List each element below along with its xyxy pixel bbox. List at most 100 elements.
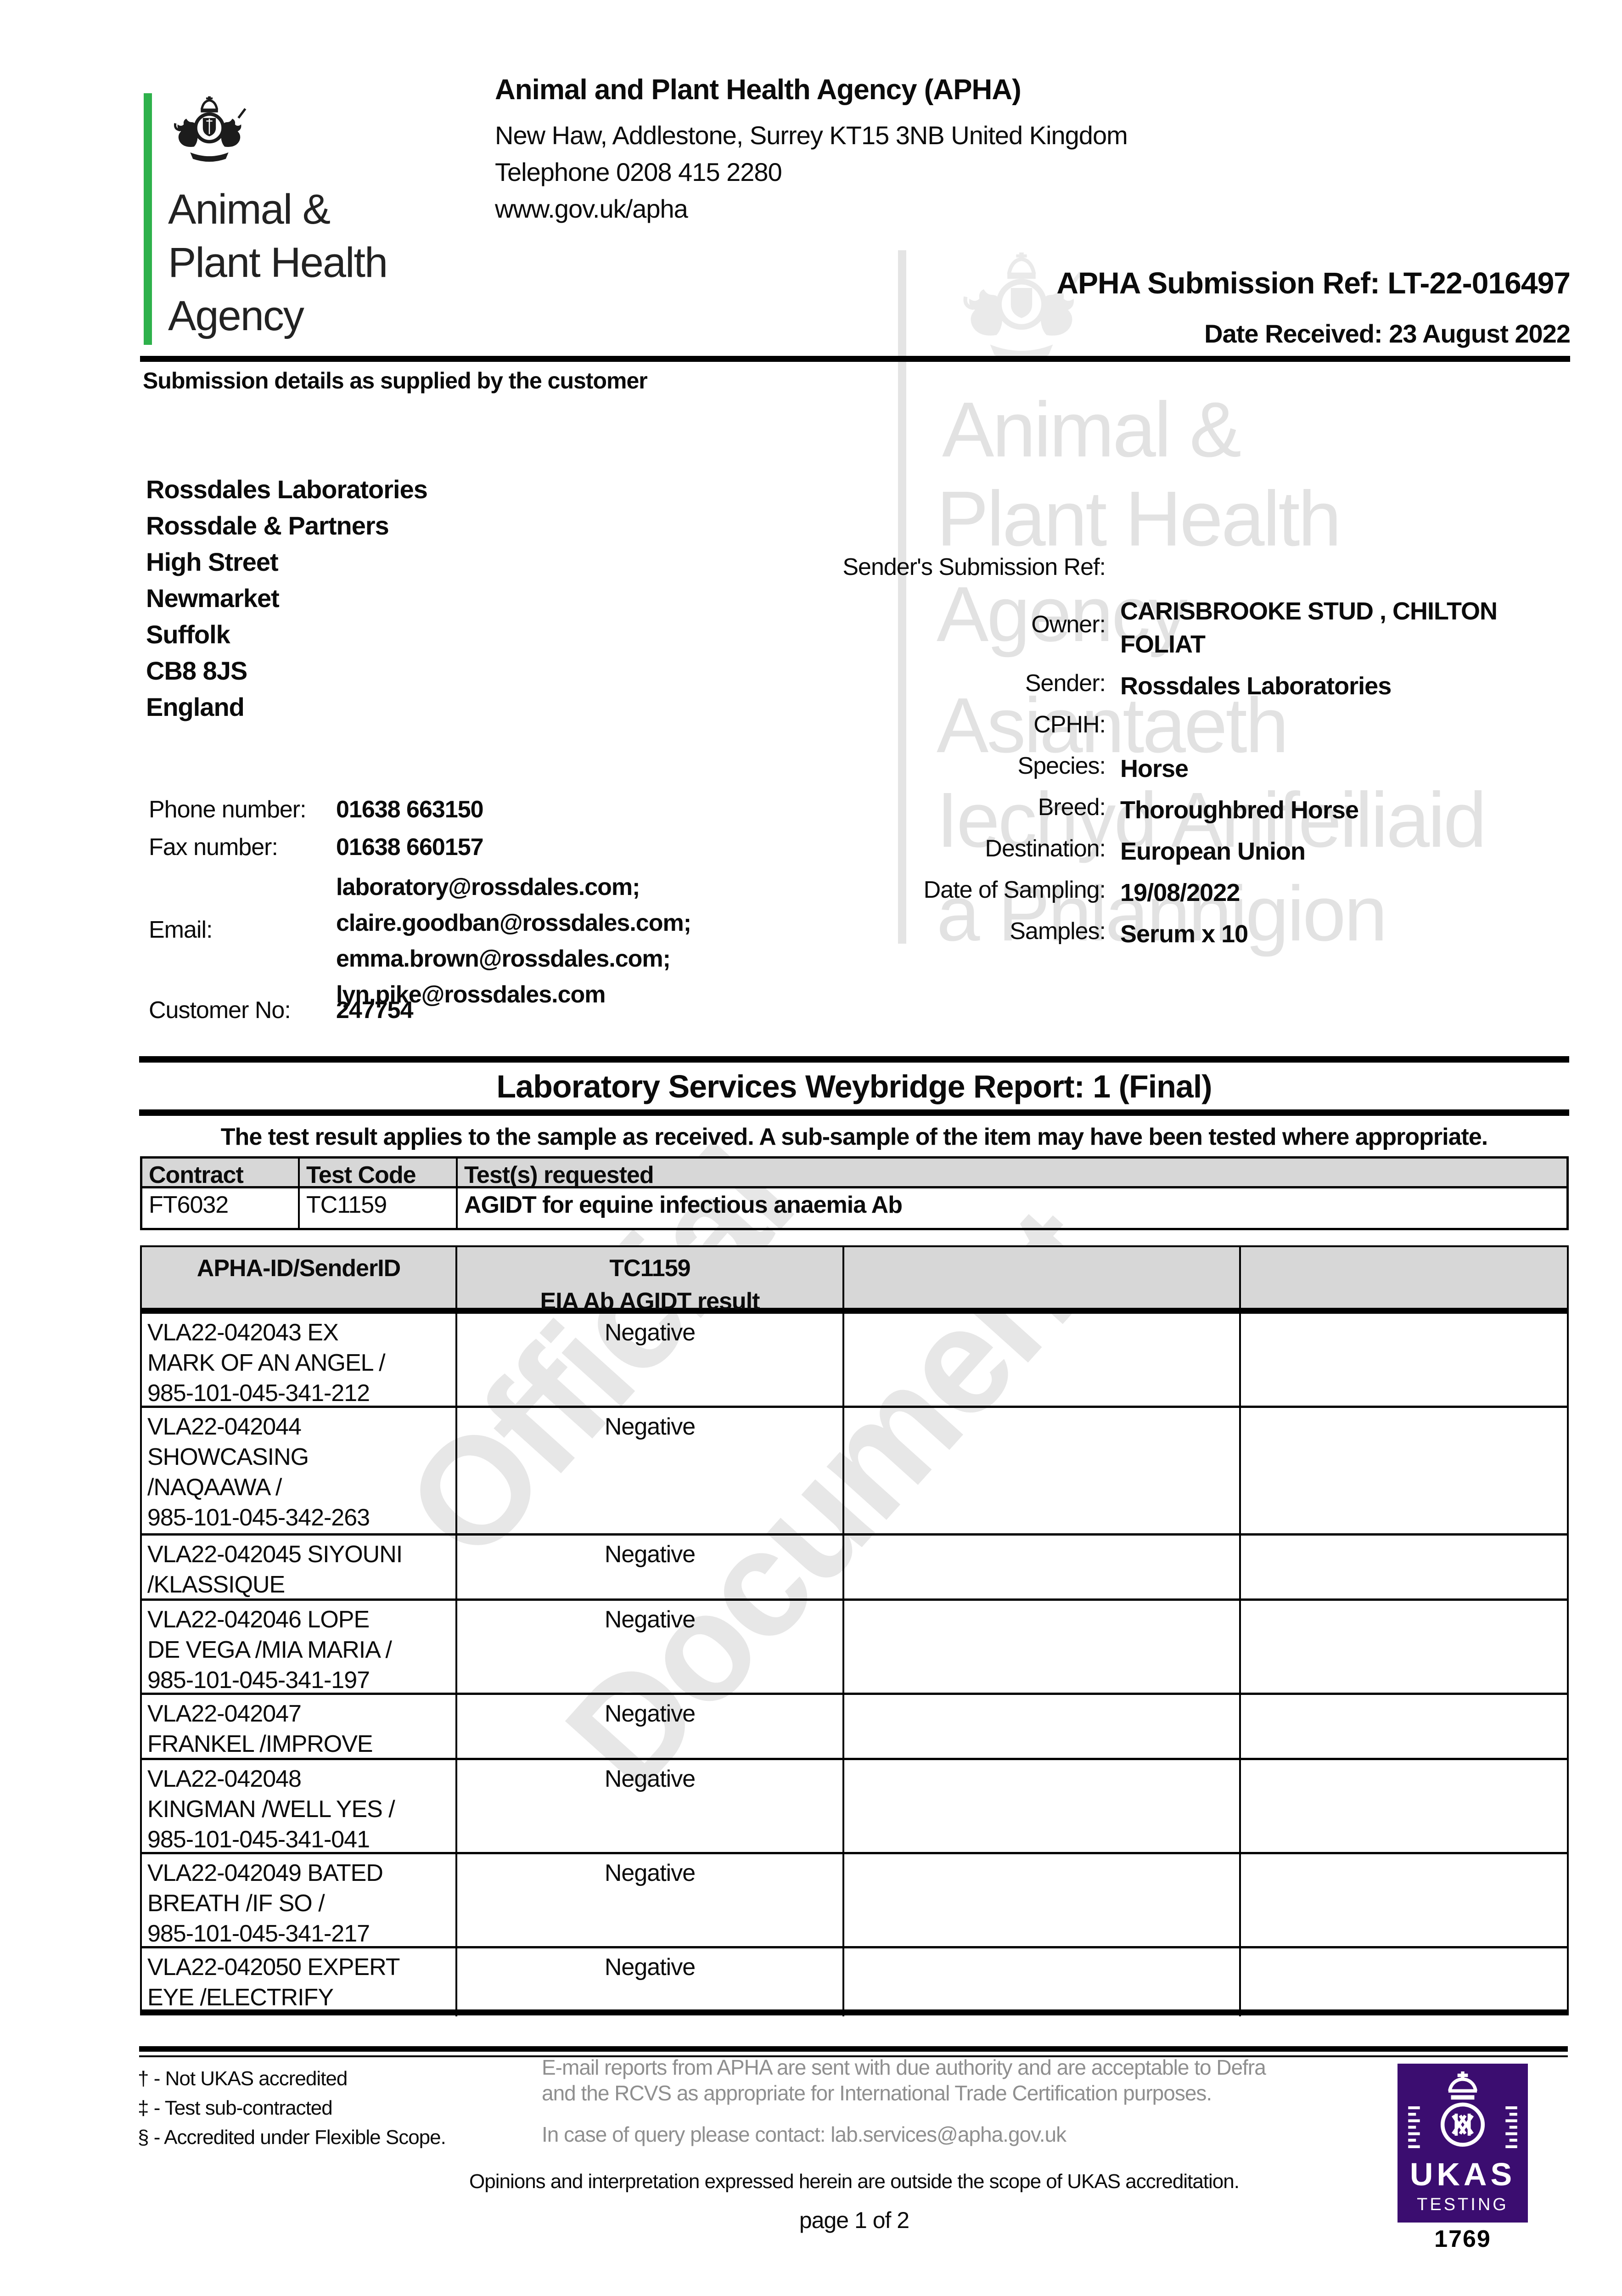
ukas-logo-box: UKAS TESTING: [1398, 2064, 1528, 2223]
destination-value: European Union: [1120, 838, 1306, 865]
result-cell: Negative: [455, 1695, 842, 1763]
table-row: VLA22-042045 SIYOUNI /KLASSIQUE Negative: [142, 1533, 1567, 1604]
ukas-crown-mark-icon: [1408, 2071, 1517, 2149]
apha-id-cell: VLA22-042046 LOPE DE VEGA /MIA MARIA / 9…: [147, 1606, 392, 1694]
empty-cell: [842, 1948, 1239, 2016]
agency-logo-line: Animal &: [168, 186, 331, 233]
sampling-date-value: 19/08/2022: [1120, 879, 1240, 906]
apha-id-cell: VLA22-042043 EX MARK OF AN ANGEL / 985-1…: [147, 1319, 386, 1407]
owner-label: Owner:: [1031, 611, 1106, 638]
result-cell: Negative: [455, 1948, 842, 2016]
empty-cell: [842, 1854, 1239, 1953]
ukas-type: TESTING: [1417, 2195, 1509, 2214]
tests-requested-col-header: Test(s) requested: [456, 1159, 1566, 1192]
table-row: VLA22-042050 EXPERT EYE /ELECTRIFY Negat…: [142, 1946, 1567, 2016]
watermark-text: a Phlanhigion: [937, 870, 1387, 957]
watermark-text: Agency: [937, 571, 1188, 658]
contract-value-row: FT6032 TC1159 AGIDT for equine infectiou…: [142, 1188, 1566, 1228]
sampling-date-label: Date of Sampling:: [923, 877, 1106, 903]
tc1159-col-header: TC1159 EIA Ab AGIDT result: [455, 1247, 842, 1322]
watermark-logo-bar: [898, 250, 906, 944]
apha-id-cell: VLA22-042045 SIYOUNI /KLASSIQUE: [147, 1541, 403, 1598]
royal-coat-of-arms-icon: [174, 96, 247, 162]
empty-col-header: [1239, 1247, 1567, 1322]
table-row: VLA22-042046 LOPE DE VEGA /MIA MARIA / 9…: [142, 1598, 1567, 1699]
apha-id-cell: VLA22-042048 KINGMAN /WELL YES / 985-101…: [147, 1766, 395, 1853]
footer-email-note: E-mail reports from APHA are sent with d…: [542, 2055, 1266, 2105]
empty-cell: [842, 1536, 1239, 1604]
date-received: Date Received: 23 August 2022: [1204, 319, 1571, 348]
empty-cell: [1239, 1601, 1567, 1699]
table-row: VLA22-042044 SHOWCASING /NAQAAWA / 985-1…: [142, 1406, 1567, 1536]
contract-value: FT6032: [149, 1192, 229, 1218]
results-header-row: APHA-ID/SenderID TC1159 EIA Ab AGIDT res…: [142, 1247, 1567, 1322]
fax-label: Fax number:: [149, 834, 278, 861]
submission-ref-block: APHA Submission Ref: LT-22-016497 Date R…: [1056, 265, 1571, 349]
footer-email-note-block: E-mail reports from APHA are sent with d…: [542, 2054, 1285, 2147]
sender-value: Rossdales Laboratories: [1120, 672, 1392, 700]
email-value: laboratory@rossdales.com; claire.goodban…: [336, 874, 691, 1008]
result-cell: Negative: [455, 1760, 842, 1858]
empty-cell: [1239, 1536, 1567, 1604]
submission-details-heading: Submission details as supplied by the cu…: [143, 368, 648, 394]
header-divider: [140, 356, 1570, 362]
test-code-value: TC1159: [298, 1188, 456, 1228]
footer-opinions-note: Opinions and interpretation expressed he…: [469, 2170, 1240, 2193]
footer-divider: [139, 2046, 1568, 2057]
fax-value: 01638 660157: [336, 834, 484, 861]
footnote-ukas: † - Not UKAS accredited: [138, 2067, 348, 2090]
customer-no-label: Customer No:: [149, 997, 291, 1024]
phone-value: 01638 663150: [336, 796, 484, 823]
empty-cell: [842, 1314, 1239, 1412]
footer-query-note: In case of query please contact: lab.ser…: [542, 2122, 1066, 2146]
empty-cell: [1239, 1695, 1567, 1763]
report-title: Laboratory Services Weybridge Report: 1 …: [496, 1069, 1212, 1104]
apha-submission-ref: APHA Submission Ref: LT-22-016497: [1056, 266, 1571, 300]
empty-cell: [842, 1760, 1239, 1858]
agency-address: New Haw, Addlestone, Surrey KT15 3NB Uni…: [495, 121, 1128, 150]
report-note: The test result applies to the sample as…: [220, 1124, 1488, 1150]
test-code-col-header: Test Code: [298, 1159, 456, 1192]
customer-no-value: 247754: [336, 997, 414, 1024]
empty-cell: [842, 1601, 1239, 1699]
empty-cell: [1239, 1760, 1567, 1858]
agency-telephone: Telephone 0208 415 2280: [495, 158, 782, 186]
footnote-subcontracted: ‡ - Test sub-contracted: [138, 2097, 333, 2119]
table-row: VLA22-042048 KINGMAN /WELL YES / 985-101…: [142, 1758, 1567, 1858]
empty-cell: [1239, 1854, 1567, 1953]
email-label: Email:: [149, 917, 213, 943]
agency-logo-line: Agency: [168, 293, 304, 339]
samples-label: Samples:: [1010, 918, 1106, 945]
apha-id-cell: VLA22-042044 SHOWCASING /NAQAAWA / 985-1…: [147, 1413, 370, 1531]
destination-label: Destination:: [985, 835, 1106, 862]
empty-col-header: [842, 1247, 1239, 1322]
watermark-text: Iechyd Anifeiliaid: [937, 777, 1487, 864]
sender-label: Sender:: [1025, 670, 1106, 697]
tests-requested-value: AGIDT for equine infectious anaemia Ab: [456, 1188, 1566, 1228]
samples-value: Serum x 10: [1120, 920, 1248, 948]
result-cell: Negative: [455, 1536, 842, 1604]
watermark-text: Animal &: [942, 386, 1241, 473]
apha-id-cell: VLA22-042047 FRANKEL /IMPROVE: [147, 1700, 373, 1757]
owner-value: CARISBROOKE STUD , CHILTON FOLIAT: [1120, 597, 1498, 658]
page-number: page 1 of 2: [799, 2207, 909, 2233]
result-cell: Negative: [455, 1408, 842, 1536]
empty-cell: [1239, 1948, 1567, 2016]
result-cell: Negative: [455, 1601, 842, 1699]
ukas-name: UKAS: [1409, 2156, 1516, 2192]
species-value: Horse: [1120, 755, 1189, 782]
empty-cell: [842, 1408, 1239, 1536]
empty-cell: [1239, 1408, 1567, 1536]
apha-id-cell: VLA22-042050 EXPERT EYE /ELECTRIFY: [147, 1954, 400, 2011]
sender-ref-label: Sender's Submission Ref:: [842, 554, 1106, 580]
cphh-label: CPHH:: [1033, 711, 1106, 738]
apha-id-cell: VLA22-042049 BATED BREATH /IF SO / 985-1…: [147, 1860, 383, 1947]
table-row: VLA22-042043 EX MARK OF AN ANGEL / 985-1…: [142, 1311, 1567, 1412]
table-row: VLA22-042049 BATED BREATH /IF SO / 985-1…: [142, 1852, 1567, 1953]
apha-id-col-header: APHA-ID/SenderID: [196, 1255, 401, 1282]
customer-address: Rossdales Laboratories Rossdale & Partne…: [146, 475, 428, 721]
agency-header: Animal and Plant Health Agency (APHA) Ne…: [495, 73, 1275, 227]
contract-header-row: Contract Test Code Test(s) requested: [142, 1159, 1566, 1192]
results-table: APHA-ID/SenderID TC1159 EIA Ab AGIDT res…: [140, 1245, 1569, 2016]
